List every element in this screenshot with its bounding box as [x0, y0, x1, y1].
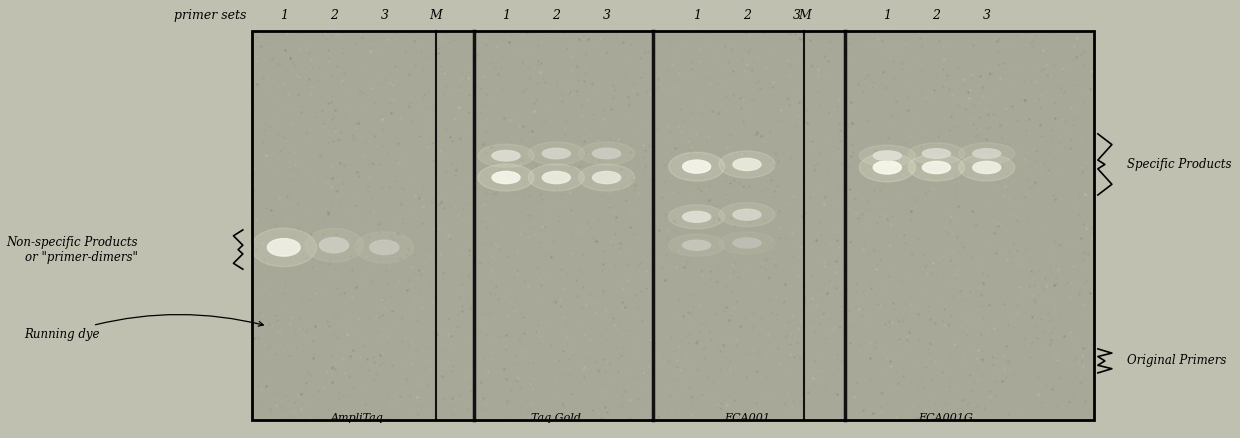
Text: Specific Products: Specific Products [1127, 158, 1231, 171]
Ellipse shape [477, 164, 534, 191]
Ellipse shape [668, 234, 724, 256]
Ellipse shape [859, 153, 915, 182]
Text: 3: 3 [381, 10, 388, 22]
Ellipse shape [682, 240, 711, 250]
Ellipse shape [477, 144, 534, 167]
Ellipse shape [668, 205, 724, 229]
Ellipse shape [682, 212, 711, 222]
Text: Taq Gold: Taq Gold [531, 413, 582, 423]
Ellipse shape [355, 232, 414, 263]
Ellipse shape [542, 171, 570, 184]
Ellipse shape [923, 149, 951, 158]
Text: 1: 1 [280, 10, 288, 22]
Ellipse shape [873, 151, 901, 160]
Ellipse shape [972, 149, 1001, 158]
Ellipse shape [909, 143, 965, 164]
Text: 2: 2 [330, 10, 339, 22]
Ellipse shape [733, 158, 761, 170]
Text: ECA001: ECA001 [724, 413, 770, 423]
Text: ECA001G: ECA001G [919, 413, 973, 423]
Ellipse shape [959, 143, 1014, 164]
Text: 2: 2 [552, 10, 560, 22]
Text: Non-specific Products
or "primer-dimers": Non-specific Products or "primer-dimers" [6, 236, 138, 264]
Ellipse shape [668, 152, 724, 181]
Text: 3: 3 [794, 10, 801, 22]
Text: 1: 1 [502, 10, 510, 22]
Text: Original Primers: Original Primers [1127, 354, 1226, 367]
Ellipse shape [542, 148, 570, 159]
Text: 3: 3 [983, 10, 991, 22]
Bar [252, 31, 1095, 420]
Text: primer sets: primer sets [174, 10, 247, 22]
Text: 1: 1 [883, 10, 892, 22]
Ellipse shape [719, 151, 775, 178]
Ellipse shape [682, 160, 711, 173]
Text: 3: 3 [603, 10, 610, 22]
Ellipse shape [972, 161, 1001, 173]
Text: M: M [429, 10, 443, 22]
Ellipse shape [320, 237, 348, 253]
Ellipse shape [305, 228, 363, 262]
Ellipse shape [923, 161, 951, 173]
Ellipse shape [733, 238, 761, 248]
Text: M: M [797, 10, 811, 22]
Ellipse shape [370, 240, 399, 254]
Text: 2: 2 [932, 10, 940, 22]
Ellipse shape [719, 232, 775, 254]
Text: 2: 2 [743, 10, 751, 22]
Ellipse shape [719, 203, 775, 226]
Ellipse shape [528, 164, 584, 191]
Ellipse shape [268, 239, 300, 256]
Text: AmpliTaq: AmpliTaq [331, 413, 384, 423]
Ellipse shape [859, 145, 915, 166]
Ellipse shape [528, 142, 584, 165]
Ellipse shape [959, 154, 1014, 181]
Ellipse shape [579, 142, 635, 165]
Ellipse shape [909, 154, 965, 181]
Bar [252, 31, 1095, 420]
Ellipse shape [579, 164, 635, 191]
Ellipse shape [733, 209, 761, 220]
Ellipse shape [492, 171, 520, 184]
Ellipse shape [250, 228, 316, 267]
Ellipse shape [593, 148, 620, 159]
Ellipse shape [492, 150, 520, 161]
Text: 1: 1 [693, 10, 701, 22]
Ellipse shape [593, 171, 620, 184]
Text: Running dye: Running dye [24, 314, 263, 341]
Ellipse shape [873, 161, 901, 174]
